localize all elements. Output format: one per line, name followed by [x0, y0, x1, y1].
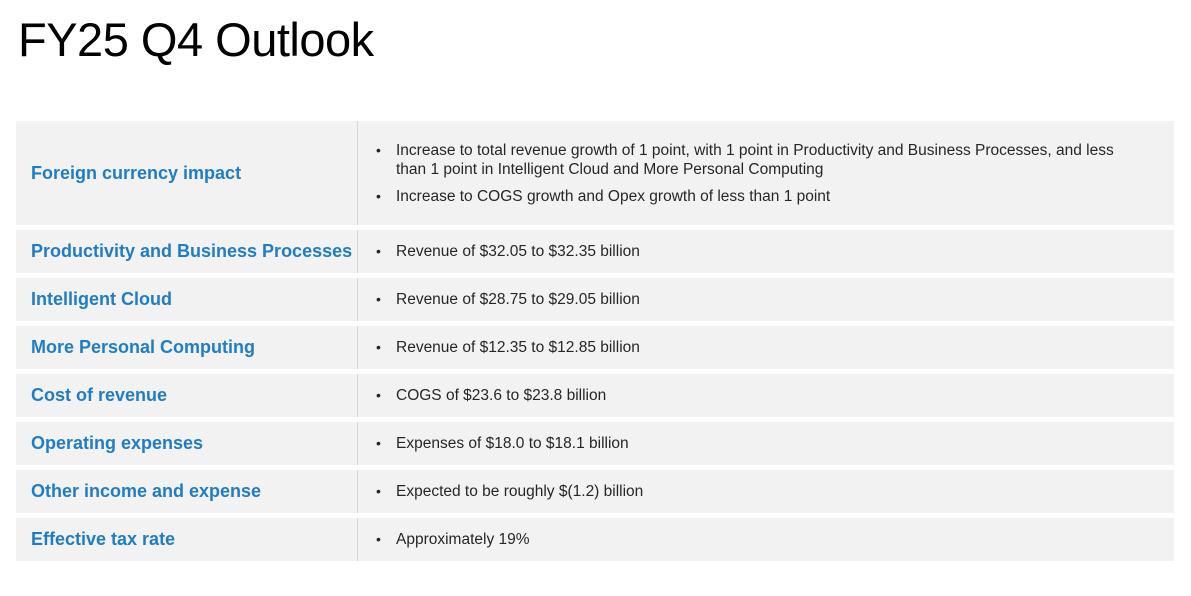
bullet-item: • COGS of $23.6 to $23.8 billion	[376, 386, 1146, 405]
table-row: Operating expenses • Expenses of $18.0 t…	[16, 422, 1174, 465]
bullet-text: Increase to total revenue growth of 1 po…	[396, 141, 1114, 178]
row-label: Other income and expense	[16, 470, 358, 513]
row-label: Productivity and Business Processes	[16, 230, 358, 273]
page-title: FY25 Q4 Outlook	[18, 13, 374, 66]
row-values: • Approximately 19%	[358, 518, 1174, 561]
row-values: • COGS of $23.6 to $23.8 billion	[358, 374, 1174, 417]
bullet-text: COGS of $23.6 to $23.8 billion	[396, 387, 607, 404]
bullet-item: • Increase to COGS growth and Opex growt…	[376, 187, 1146, 206]
bullet-item: • Approximately 19%	[376, 530, 1146, 549]
bullet-icon: •	[376, 387, 381, 403]
row-values: • Revenue of $12.35 to $12.85 billion	[358, 326, 1174, 369]
bullet-icon: •	[376, 243, 381, 259]
row-values: • Revenue of $28.75 to $29.05 billion	[358, 278, 1174, 321]
row-label: Effective tax rate	[16, 518, 358, 561]
bullet-text: Revenue of $28.75 to $29.05 billion	[396, 291, 640, 308]
bullet-item: • Increase to total revenue growth of 1 …	[376, 141, 1146, 179]
bullet-icon: •	[376, 435, 381, 451]
row-values: • Expenses of $18.0 to $18.1 billion	[358, 422, 1174, 465]
bullet-item: • Expenses of $18.0 to $18.1 billion	[376, 434, 1146, 453]
table-row: Other income and expense • Expected to b…	[16, 470, 1174, 513]
bullet-text: Expected to be roughly $(1.2) billion	[396, 483, 644, 500]
bullet-text: Revenue of $32.05 to $32.35 billion	[396, 243, 640, 260]
table-row: More Personal Computing • Revenue of $12…	[16, 326, 1174, 369]
bullet-icon: •	[376, 187, 381, 204]
bullet-item: • Revenue of $28.75 to $29.05 billion	[376, 290, 1146, 309]
table-row: Foreign currency impact • Increase to to…	[16, 121, 1174, 225]
row-values: • Revenue of $32.05 to $32.35 billion	[358, 230, 1174, 273]
bullet-text: Expenses of $18.0 to $18.1 billion	[396, 435, 629, 452]
bullet-icon: •	[376, 339, 381, 355]
bullet-item: • Expected to be roughly $(1.2) billion	[376, 482, 1146, 501]
row-label: Foreign currency impact	[16, 121, 358, 225]
bullet-text: Revenue of $12.35 to $12.85 billion	[396, 339, 640, 356]
row-label: More Personal Computing	[16, 326, 358, 369]
bullet-text: Increase to COGS growth and Opex growth …	[396, 187, 831, 205]
bullet-icon: •	[376, 141, 381, 158]
table-row: Cost of revenue • COGS of $23.6 to $23.8…	[16, 374, 1174, 417]
row-label: Intelligent Cloud	[16, 278, 358, 321]
row-label: Operating expenses	[16, 422, 358, 465]
bullet-text: Approximately 19%	[396, 531, 530, 548]
table-row: Intelligent Cloud • Revenue of $28.75 to…	[16, 278, 1174, 321]
bullet-icon: •	[376, 483, 381, 499]
bullet-icon: •	[376, 531, 381, 547]
table-row: Productivity and Business Processes • Re…	[16, 230, 1174, 273]
bullet-item: • Revenue of $12.35 to $12.85 billion	[376, 338, 1146, 357]
bullet-item: • Revenue of $32.05 to $32.35 billion	[376, 242, 1146, 261]
row-values: • Increase to total revenue growth of 1 …	[358, 121, 1174, 225]
row-values: • Expected to be roughly $(1.2) billion	[358, 470, 1174, 513]
outlook-table: Foreign currency impact • Increase to to…	[16, 121, 1174, 566]
row-label: Cost of revenue	[16, 374, 358, 417]
bullet-icon: •	[376, 291, 381, 307]
table-row: Effective tax rate • Approximately 19%	[16, 518, 1174, 561]
